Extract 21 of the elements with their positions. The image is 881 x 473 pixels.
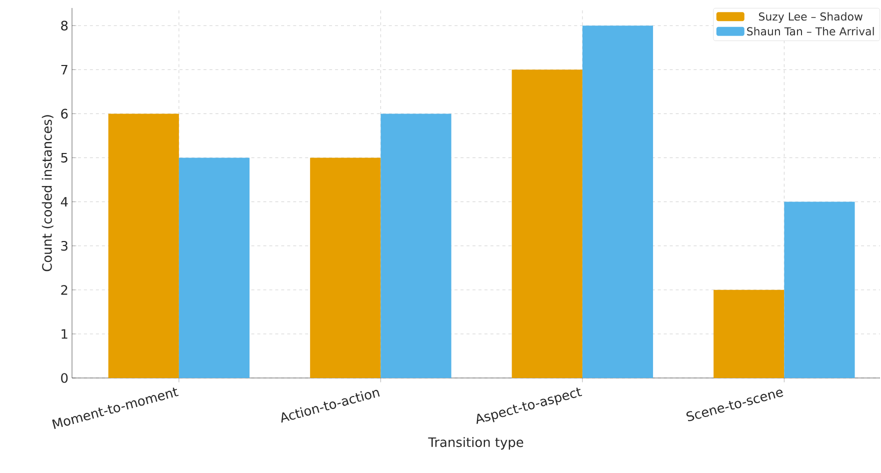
- y-tick-label: 3: [61, 240, 68, 251]
- bar: [582, 26, 654, 378]
- bar: [178, 158, 250, 378]
- legend-label: Suzy Lee – Shadow: [758, 12, 863, 23]
- y-tick-label: 2: [61, 285, 68, 295]
- bar: [108, 114, 179, 378]
- bar: [714, 290, 784, 378]
- y-tick-label: 6: [61, 108, 68, 119]
- y-tick-label: 0: [61, 373, 68, 383]
- y-tick-label: 8: [61, 20, 68, 31]
- legend-label: Shaun Tan – The Arrival: [747, 26, 874, 36]
- y-tick-label: 4: [60, 197, 68, 207]
- y-tick-label: 5: [61, 152, 68, 163]
- y-tick-label: 7: [61, 64, 68, 74]
- y-axis-title: Count (coded instances): [42, 115, 54, 272]
- x-axis-title: Transition type: [428, 437, 524, 450]
- bar: [310, 158, 381, 378]
- bar: [380, 114, 452, 378]
- y-tick-label: 1: [62, 329, 68, 339]
- bar: [512, 70, 582, 378]
- bar: [784, 202, 855, 378]
